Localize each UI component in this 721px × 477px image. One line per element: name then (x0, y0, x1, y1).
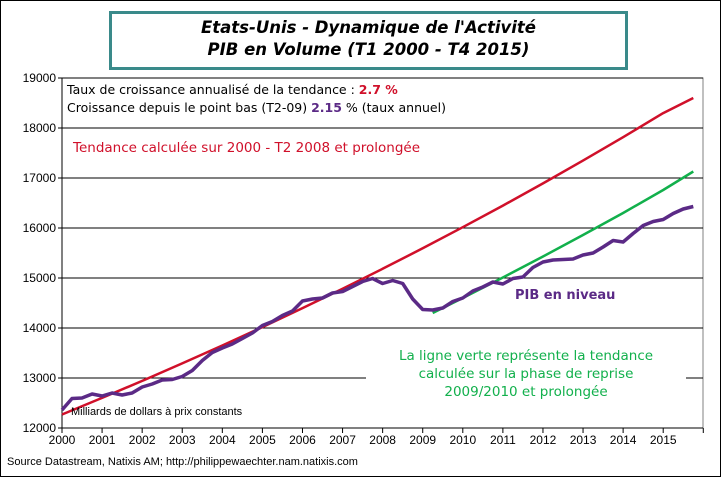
x-tick-label: 2009 (409, 433, 436, 447)
green-note-line-1: La ligne verte représente la tendance (398, 348, 654, 364)
y-tick-label: 15000 (23, 271, 57, 285)
pib-series-label: PIB en niveau (515, 288, 616, 303)
y-tick-label: 16000 (23, 221, 57, 235)
recovery-rate-value: 2.15 (311, 100, 342, 115)
recovery-rate-label: Croissance depuis le point bas (T2-09) (67, 100, 312, 115)
x-tick-label: 2001 (89, 433, 116, 447)
recovery-rate-suffix: % (taux annuel) (341, 100, 446, 115)
y-tick-label: 18000 (23, 121, 57, 135)
y-tick-label: 19000 (23, 71, 57, 85)
y-tick-label: 13000 (23, 371, 57, 385)
y-tick-label: 17000 (23, 171, 57, 185)
y-tick-label: 14000 (23, 321, 57, 335)
x-tick-label: 2000 (49, 433, 76, 447)
green-note-line-2: calculée sur la phase de reprise (418, 366, 634, 382)
x-tick-label: 2010 (449, 433, 476, 447)
x-tick-label: 2003 (169, 433, 196, 447)
green-note-line-3: 2009/2010 et prolongée (444, 384, 608, 400)
chart-title: Etats-Unis - Dynamique de l'Activité PIB… (109, 11, 628, 70)
trend-rate-value: 2.7 % (358, 82, 398, 97)
x-tick-label: 2011 (490, 433, 516, 447)
units-note: Milliards de dollars à prix constants (71, 406, 243, 418)
source-note: Source Datastream, Natixis AM; http://ph… (7, 456, 358, 468)
red-trend-line (61, 96, 694, 416)
y-tick-label: 12000 (23, 421, 57, 435)
x-tick-label: 2013 (570, 433, 597, 447)
stats-box: Taux de croissance annualisé de la tenda… (67, 81, 446, 117)
x-tick-label: 2008 (369, 433, 396, 447)
x-tick-label: 2002 (129, 433, 156, 447)
pib-series-line (60, 204, 694, 412)
trend-rate-label: Taux de croissance annualisé de la tenda… (67, 82, 359, 97)
x-tick-label: 2004 (209, 433, 236, 447)
x-tick-label: 2007 (329, 433, 356, 447)
x-tick-label: 2015 (650, 433, 677, 447)
red-trend-annotation: Tendance calculée sur 2000 - T2 2008 et … (73, 140, 421, 156)
x-tick-label: 2014 (610, 433, 637, 447)
x-tick-label: 2012 (530, 433, 557, 447)
x-tick-label: 2005 (249, 433, 276, 447)
green-trend-annotation: La ligne verte représente la tendance ca… (366, 347, 686, 401)
title-line-1: Etats-Unis - Dynamique de l'Activité (200, 18, 536, 37)
title-line-2: PIB en Volume (T1 2000 - T4 2015) (207, 40, 530, 59)
x-tick-label: 2006 (289, 433, 316, 447)
